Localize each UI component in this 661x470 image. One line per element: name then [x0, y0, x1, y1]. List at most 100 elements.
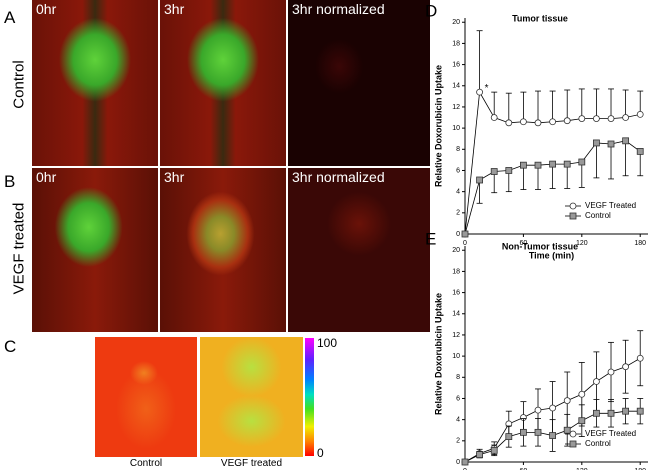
y-tick-label: 10 — [452, 125, 460, 132]
image: 0hr — [32, 0, 158, 166]
caption: VEGF treated — [220, 458, 283, 469]
data-point — [622, 407, 630, 415]
caption: Control — [129, 458, 163, 469]
y-tick-label: 16 — [452, 289, 460, 296]
data-point — [578, 390, 586, 398]
data-point — [534, 161, 542, 169]
legend-label: Control — [585, 439, 611, 448]
data-point — [534, 119, 542, 127]
x-tick-label: 120 — [576, 468, 588, 470]
image-label: 0hr — [36, 1, 57, 17]
data-point — [607, 140, 615, 148]
chart-title: Non-Tumor tissue — [502, 241, 578, 251]
image: 3hr normalized — [288, 168, 430, 332]
y-tick-label: 16 — [452, 61, 460, 68]
y-tick-label: 2 — [456, 210, 460, 217]
x-tick-label: 60 — [520, 468, 528, 470]
data-point — [636, 110, 644, 118]
y-tick-label: 14 — [452, 311, 460, 318]
x-tick-label: 0 — [463, 240, 467, 247]
image: 0hr — [32, 168, 158, 332]
data-point — [549, 160, 557, 168]
chart-title: Tumor tissue — [512, 13, 568, 23]
x-tick-label: 180 — [634, 468, 646, 470]
data-point — [636, 148, 644, 155]
data-point — [549, 118, 557, 126]
data-point — [505, 167, 513, 174]
image — [95, 337, 197, 457]
y-tick-label: 10 — [452, 353, 460, 360]
data-point — [563, 117, 571, 125]
data-point — [593, 139, 600, 147]
data-point — [534, 428, 542, 436]
data-point — [505, 119, 513, 127]
y-axis-label: Relative Doxorubicin Uptake — [433, 65, 443, 187]
data-point — [578, 115, 586, 122]
data-point — [505, 433, 513, 440]
data-point — [534, 406, 542, 414]
y-axis-label: Relative Doxorubicin Uptake — [433, 293, 443, 415]
y-tick-label: 12 — [452, 332, 460, 339]
y-tick-label: 6 — [456, 395, 460, 402]
data-point — [593, 378, 600, 385]
image-label: 3hr normalized — [292, 1, 385, 17]
data-point — [593, 115, 600, 122]
y-tick-label: 0 — [456, 231, 460, 238]
data-point — [607, 409, 615, 417]
data-point — [593, 409, 600, 417]
data-point — [549, 432, 557, 439]
data-point — [622, 114, 630, 121]
legend-marker — [569, 440, 577, 448]
image-label: 3hr — [164, 1, 185, 17]
data-point — [490, 168, 498, 175]
x-tick-label: 120 — [576, 240, 588, 247]
annotation: * — [485, 83, 489, 94]
y-tick-label: 18 — [452, 40, 460, 47]
data-point — [578, 417, 586, 425]
image: 3hr — [160, 168, 286, 332]
image-label: 3hr normalized — [292, 169, 385, 185]
data-point — [476, 88, 484, 96]
y-tick-label: 6 — [456, 167, 460, 174]
panel-label: B — [4, 172, 16, 191]
y-tick-label: 4 — [456, 188, 460, 195]
panel-label: C — [4, 337, 17, 356]
y-tick-label: 2 — [456, 438, 460, 445]
data-point — [563, 426, 571, 434]
data-point — [490, 114, 498, 121]
data-point — [461, 458, 469, 466]
colorbar-label: 100 — [317, 336, 338, 350]
data-point — [476, 451, 484, 458]
data-point — [636, 354, 644, 362]
data-point — [636, 407, 644, 415]
data-point — [578, 158, 586, 166]
panel-label: D — [425, 1, 437, 20]
data-point — [520, 428, 527, 436]
data-point — [461, 230, 469, 238]
y-tick-label: 18 — [452, 268, 460, 275]
y-tick-label: 8 — [456, 374, 460, 381]
x-tick-label: 60 — [520, 240, 528, 247]
data-point — [520, 161, 527, 169]
data-point — [563, 160, 571, 168]
panel-label: E — [425, 229, 436, 248]
image: 3hr normalized — [288, 0, 430, 166]
data-point — [622, 137, 630, 145]
x-tick-label: 180 — [634, 240, 646, 247]
colorbar-label: 0 — [317, 446, 324, 460]
y-tick-label: 12 — [452, 104, 460, 111]
legend-label: VEGF Treated — [585, 429, 636, 438]
data-point — [622, 363, 630, 371]
legend-marker — [569, 212, 577, 220]
legend-label: Control — [585, 211, 611, 220]
image — [200, 337, 303, 457]
y-tick-label: 0 — [456, 459, 460, 466]
image-label: 3hr — [164, 169, 185, 185]
y-tick-label: 14 — [452, 83, 460, 90]
data-point — [607, 115, 615, 122]
colorbar — [305, 338, 314, 456]
data-point — [490, 446, 498, 454]
y-tick-label: 20 — [452, 19, 460, 26]
